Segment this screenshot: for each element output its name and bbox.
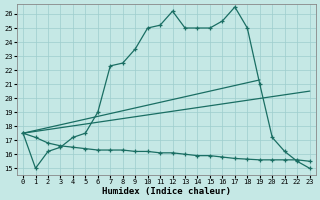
X-axis label: Humidex (Indice chaleur): Humidex (Indice chaleur) — [102, 187, 231, 196]
